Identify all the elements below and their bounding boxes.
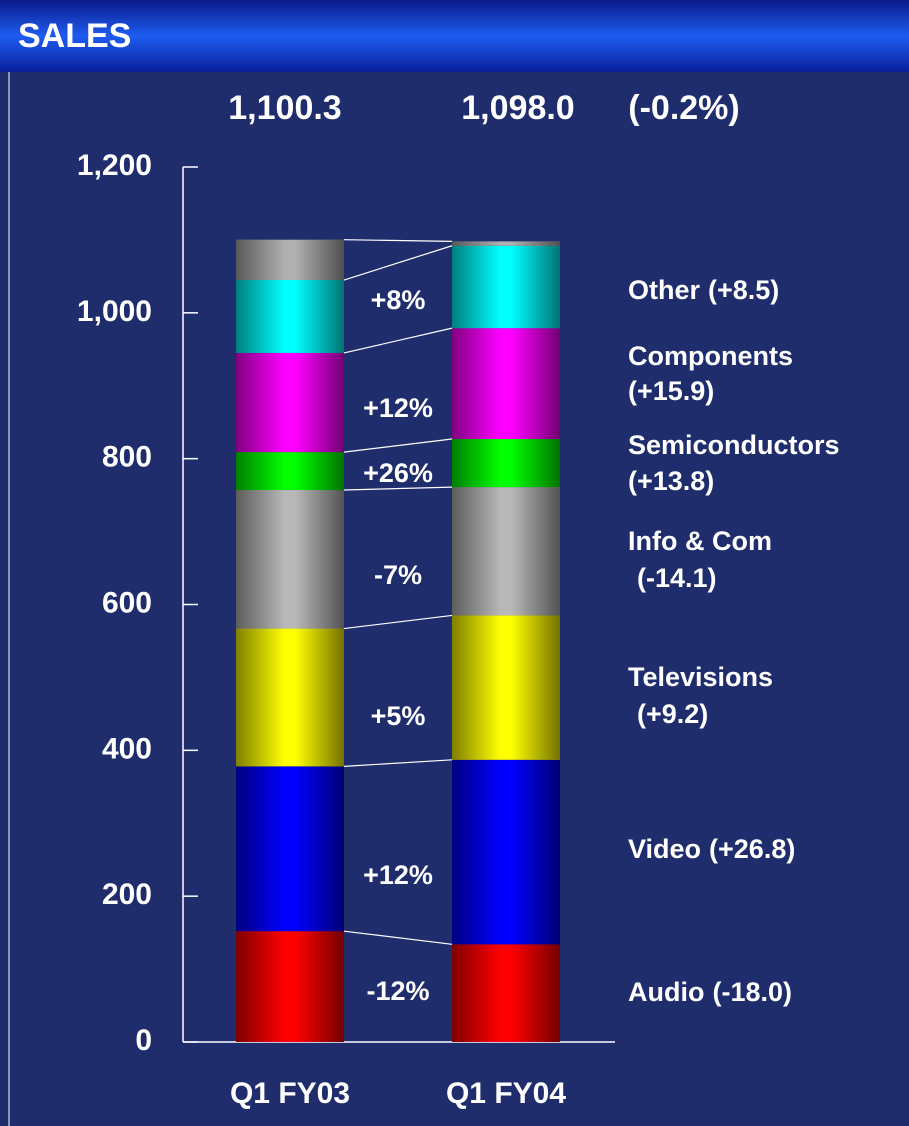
growth-label: -12% (366, 976, 429, 1006)
x-tick-label: Q1 FY03 (230, 1077, 350, 1110)
series-label: Video (+26.8) (628, 834, 795, 864)
bar-shade (452, 944, 560, 1042)
bar-shade (236, 239, 344, 281)
series-label: Other (+8.5) (628, 275, 779, 305)
bar-shade (452, 615, 560, 760)
bar-shade (236, 280, 344, 353)
bar-shade (452, 487, 560, 616)
series-change: (-14.1) (637, 563, 717, 593)
series-name: Televisions (628, 662, 773, 692)
y-tick-label: 800 (102, 441, 152, 474)
series-change: (-18.0) (712, 977, 792, 1007)
chart-title: SALES (18, 17, 131, 55)
bar-shade (236, 931, 344, 1042)
y-tick-label: 400 (102, 732, 152, 765)
bar-shade (452, 438, 560, 488)
series-change: (+26.8) (709, 834, 795, 864)
y-tick-label: 1,000 (77, 295, 152, 328)
y-tick-label: 200 (102, 878, 152, 911)
bar-shade (236, 766, 344, 932)
series-change: (+13.8) (628, 466, 714, 496)
growth-label: -7% (374, 560, 422, 590)
connector (343, 438, 453, 453)
series-change: (+9.2) (637, 699, 708, 729)
growth-label: +12% (363, 860, 433, 890)
bar-shade (452, 328, 560, 439)
y-tick-label: 1,200 (77, 149, 152, 182)
bar-shade (236, 352, 344, 453)
x-tick-label: Q1 FY04 (446, 1077, 566, 1110)
series-label: Audio (-18.0) (628, 977, 792, 1007)
growth-label: +12% (363, 393, 433, 423)
series-change: (+8.5) (708, 275, 779, 305)
bar-shade (236, 490, 344, 629)
series-name: Info & Com (628, 526, 772, 556)
total-change: (-0.2%) (628, 89, 739, 127)
series-name: Semiconductors (628, 430, 840, 460)
connector (343, 239, 453, 242)
series-change: (+15.9) (628, 376, 714, 406)
growth-label: +8% (371, 285, 426, 315)
connector (343, 614, 453, 630)
header-bar (0, 0, 909, 72)
connector (343, 327, 453, 354)
series-name: Other (628, 275, 701, 305)
connector (343, 486, 453, 491)
total-label: 1,100.3 (228, 89, 341, 127)
series-name: Audio (628, 977, 704, 1007)
bar-shade (236, 628, 344, 767)
series-name: Video (628, 834, 701, 864)
bar-shade (236, 452, 344, 491)
bar-shade (452, 759, 560, 945)
y-tick-label: 0 (135, 1024, 152, 1057)
bar-shade (452, 241, 560, 246)
bar-shade (452, 245, 560, 329)
total-label: 1,098.0 (461, 89, 574, 127)
growth-label: +5% (371, 701, 426, 731)
series-name: Components (628, 341, 793, 371)
connector (343, 245, 453, 281)
connector (343, 930, 453, 945)
y-tick-label: 600 (102, 586, 152, 619)
growth-label: +26% (363, 458, 433, 488)
connector (343, 759, 453, 767)
